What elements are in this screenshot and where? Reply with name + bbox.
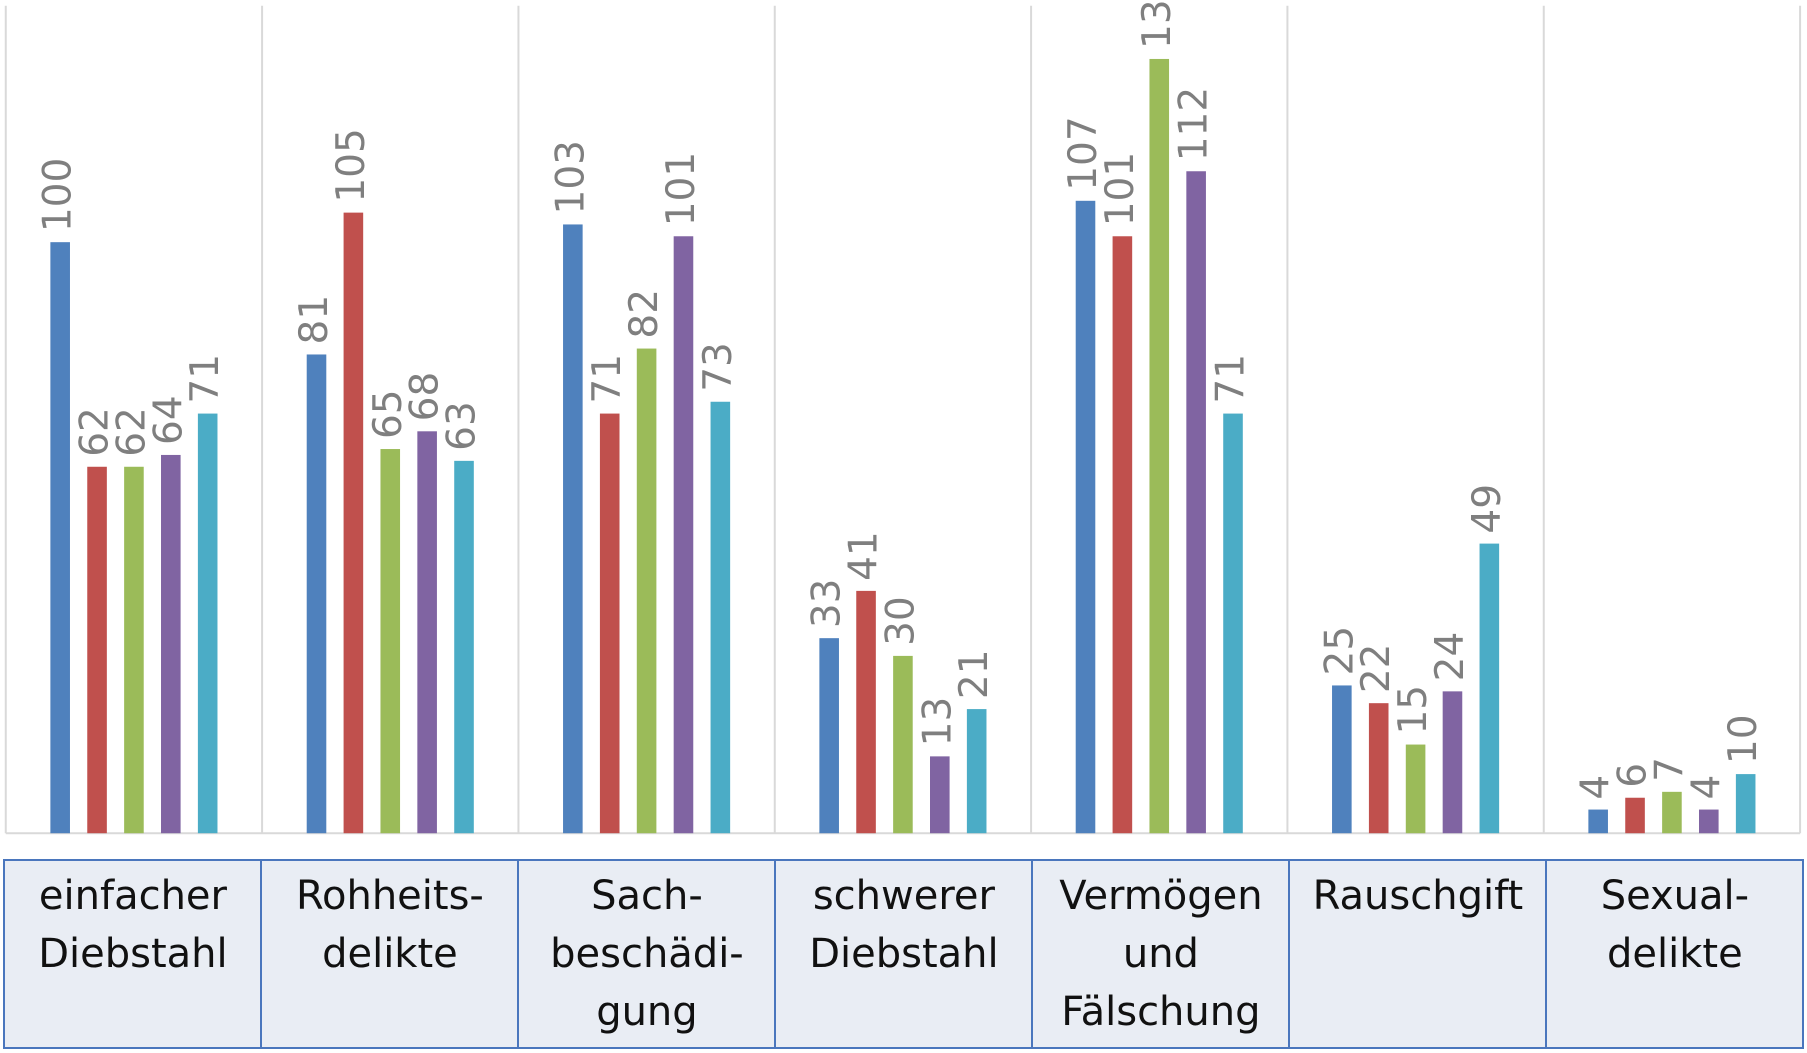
bar <box>1332 685 1352 834</box>
bar <box>1662 791 1682 834</box>
bar <box>124 466 144 834</box>
bar <box>306 354 327 834</box>
bar <box>673 236 694 834</box>
bar <box>856 590 876 834</box>
value-label: 4 <box>1574 775 1619 800</box>
value-label: 64 <box>146 395 191 445</box>
bar <box>1442 691 1463 834</box>
bar <box>636 348 657 834</box>
bar <box>893 655 913 834</box>
value-label: 103 <box>548 140 593 214</box>
value-label: 71 <box>1209 354 1254 404</box>
bar <box>417 431 437 834</box>
value-label: 68 <box>403 372 448 422</box>
value-label: 71 <box>183 354 228 404</box>
bar <box>1479 543 1500 834</box>
x-tick-label: Rauschgift <box>1288 858 1548 1049</box>
bar <box>161 454 181 834</box>
bar <box>563 224 583 834</box>
bar <box>1149 58 1170 834</box>
x-tick-label: einfacher Diebstahl <box>3 858 263 1049</box>
value-label: 131 <box>1135 0 1180 49</box>
value-label: 7 <box>1647 757 1692 782</box>
value-label: 112 <box>1172 87 1217 161</box>
x-tick-label: Vermögen und Fälschung <box>1031 858 1291 1049</box>
value-label: 13 <box>915 697 960 747</box>
bar <box>1588 809 1608 834</box>
bar <box>343 212 364 834</box>
value-label: 105 <box>329 128 374 202</box>
value-label: 62 <box>73 407 118 457</box>
value-label: 41 <box>842 531 887 581</box>
bar <box>930 756 950 834</box>
value-label: 101 <box>1098 152 1143 226</box>
x-tick-label: Sexual- delikte <box>1545 858 1805 1049</box>
value-label: 62 <box>109 407 154 457</box>
value-label: 33 <box>805 579 850 629</box>
bar <box>1112 236 1133 834</box>
value-label: 4 <box>1684 775 1729 800</box>
x-tick-label: schwerer Diebstahl <box>774 858 1034 1049</box>
value-label: 49 <box>1465 484 1510 534</box>
bar <box>819 638 839 834</box>
value-label: 101 <box>659 152 704 226</box>
bar <box>1186 171 1206 834</box>
bar <box>1405 744 1426 834</box>
bar <box>87 466 107 834</box>
bar <box>197 413 218 834</box>
value-label: 22 <box>1354 644 1399 694</box>
value-label: 81 <box>292 295 337 345</box>
value-label: 73 <box>696 342 741 392</box>
value-label: 25 <box>1317 626 1362 676</box>
bar <box>1625 797 1645 834</box>
bar <box>966 709 987 834</box>
bar <box>1699 809 1719 834</box>
x-tick-label: Sach- beschädi- gung <box>517 858 777 1049</box>
bar <box>454 460 474 834</box>
value-label: 100 <box>36 158 81 232</box>
bar <box>1735 774 1756 834</box>
value-label: 82 <box>622 289 667 339</box>
value-label: 107 <box>1061 116 1106 190</box>
value-label: 71 <box>585 354 630 404</box>
bar <box>710 401 731 834</box>
x-tick-label: Rohheits- delikte <box>260 858 520 1049</box>
value-label: 10 <box>1721 714 1766 764</box>
value-label: 63 <box>440 401 485 451</box>
value-label: 24 <box>1428 632 1473 682</box>
bar <box>50 242 70 834</box>
bar <box>1368 703 1389 834</box>
value-label: 15 <box>1391 685 1436 735</box>
value-label: 65 <box>366 389 411 439</box>
value-label: 21 <box>952 649 997 699</box>
bar <box>380 449 401 834</box>
value-label: 6 <box>1611 763 1656 788</box>
value-label: 30 <box>878 596 923 646</box>
bar <box>599 413 620 834</box>
bar <box>1223 413 1243 834</box>
bar <box>1075 200 1096 834</box>
